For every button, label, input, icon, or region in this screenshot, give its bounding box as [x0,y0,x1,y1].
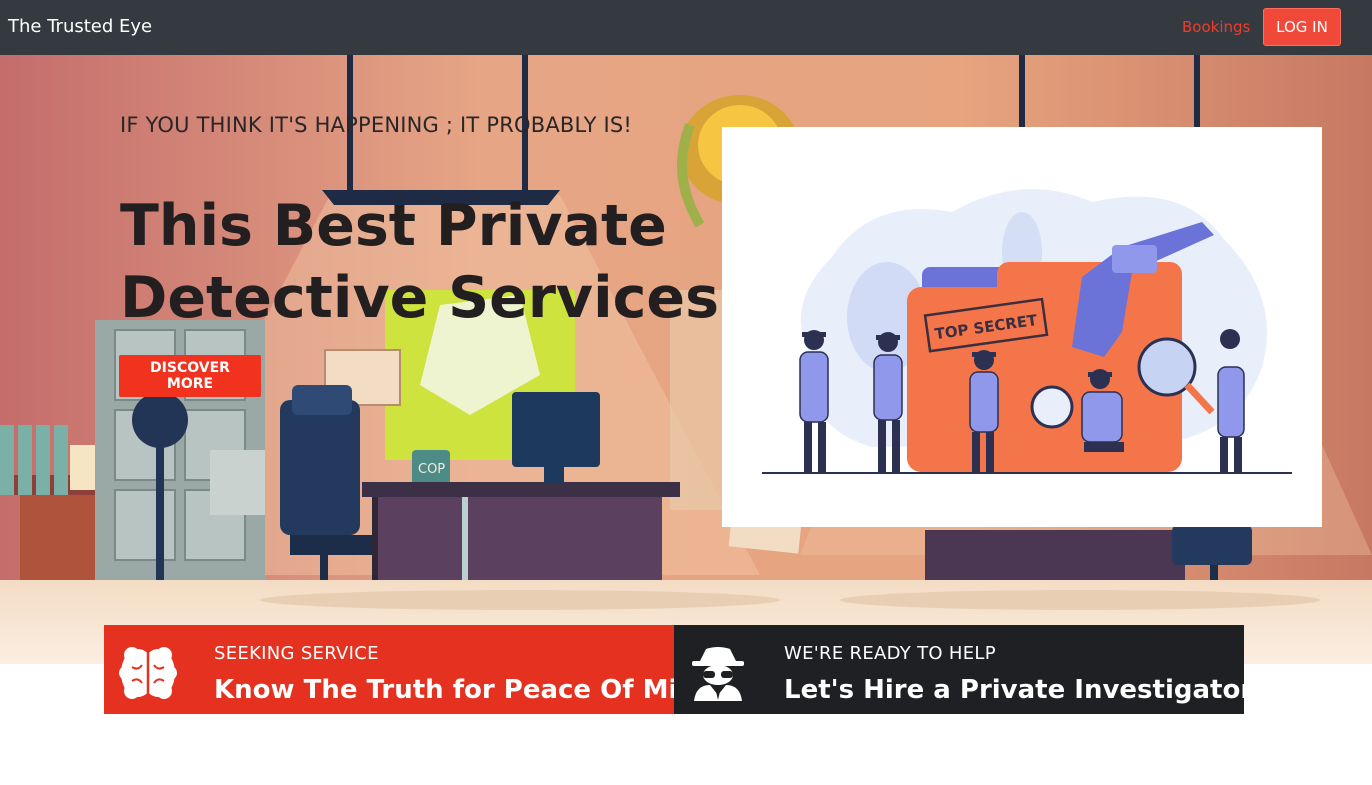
feature-kicker: WE'RE READY TO HELP [784,643,996,664]
detectives-top-secret-illustration: TOP SECRET [762,189,1292,474]
brain-icon [119,647,177,699]
spy-icon [692,647,744,701]
detective-illustration-card: TOP SECRET [722,127,1322,527]
hero-headline: This Best Private Detective Services [120,193,720,331]
hero-tagline: IF YOU THINK IT'S HAPPENING ; IT PROBABL… [120,113,633,137]
hero-section: COP IF YOU THINK IT'S HAPPENING ; IT PRO… [0,55,1372,664]
top-navbar: The Trusted Eye Bookings LOG IN [0,0,1372,55]
nav-link-bookings[interactable]: Bookings [1182,18,1251,36]
feature-title: Know The Truth for Peace Of Mind [214,675,715,705]
brand-name[interactable]: The Trusted Eye [8,16,153,37]
feature-ready-to-help: WE'RE READY TO HELP Let's Hire a Private… [674,625,1253,714]
feature-seeking-service: SEEKING SERVICE Know The Truth for Peace… [104,625,714,714]
login-button[interactable]: LOG IN [1263,8,1341,46]
feature-kicker: SEEKING SERVICE [214,643,379,664]
hero-content: IF YOU THINK IT'S HAPPENING ; IT PROBABL… [0,55,1372,664]
mug-label: COP [418,462,445,477]
discover-more-button[interactable]: DISCOVER MORE [119,355,261,397]
feature-title: Let's Hire a Private Investigator [784,675,1254,705]
